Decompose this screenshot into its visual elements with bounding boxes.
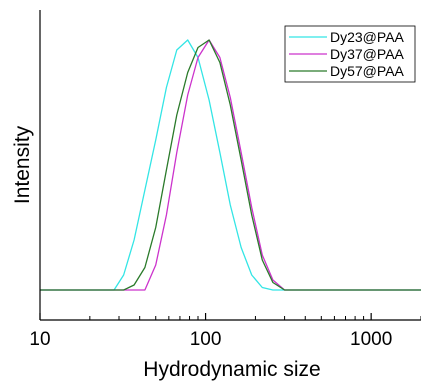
x-tick-label: 100 (190, 329, 222, 350)
series-line-3 (40, 39, 421, 291)
series-layer (40, 39, 421, 291)
x-tick-label: 10 (29, 329, 50, 350)
legend-label: Dy57@PAA (330, 63, 405, 79)
legend-label: Dy23@PAA (330, 29, 405, 45)
legend-label: Dy37@PAA (330, 46, 405, 62)
axes-layer (39, 10, 421, 321)
x-axis-title: Hydrodynamic size (143, 358, 320, 381)
ticks-layer: 10 100 1000 (29, 313, 421, 350)
x-tick-label: 1000 (350, 329, 392, 350)
y-axis-title: Intensity (11, 125, 34, 204)
